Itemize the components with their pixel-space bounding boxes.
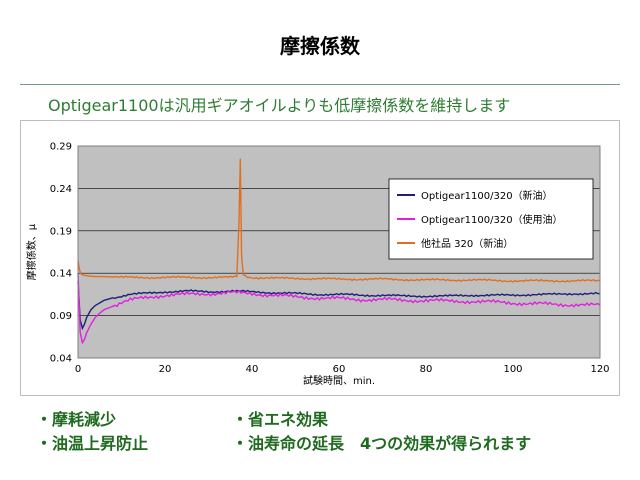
legend: Optigear1100/320（新油） Optigear1100/320（使用油… [388,178,594,260]
y-tick-label: 0.24 [50,184,72,195]
x-tick-label: 40 [246,364,259,375]
series-line-1 [77,281,600,331]
bullet-temp-rise-prevention: ・油温上昇防止 [36,434,149,453]
bullet-energy-saving: ・省エネ効果 [232,410,329,429]
y-tick-label: 0.14 [50,269,72,280]
chart-frame: 0.04 0.09 0.14 0.19 0.24 0.29 0 20 40 60 80 100 120… [20,120,620,396]
y-tick-label: 0.04 [50,354,72,365]
y-axis-label: 摩擦係数、μ [25,223,38,280]
legend-box [388,178,594,260]
y-tick-label: 0.19 [50,226,72,237]
bullet-oil-life-extension: ・油寿命の延長 4つの効果が得られます [232,434,532,453]
plot-border [77,145,601,359]
slide-title: 摩擦係数 [280,34,360,58]
x-tick-label: 100 [503,364,522,375]
y-ticks: 0.04 0.09 0.14 0.19 0.24 0.29 [50,142,72,365]
y-tick-label: 0.09 [50,311,72,322]
x-tick-label: 0 [75,364,81,375]
x-tick-label: 120 [590,364,609,375]
legend-entry: Optigear1100/320（新油） [421,189,553,202]
title-divider [20,84,620,85]
series-line-2 [77,273,601,345]
bullet-wear-reduction: ・摩耗減少 [36,410,117,429]
x-axis-label: 試験時間、min. [303,374,375,387]
friction-chart: 0.04 0.09 0.14 0.19 0.24 0.29 0 20 40 60 80 100 120… [25,142,610,388]
y-tick-label: 0.29 [50,142,72,153]
series-layer [77,158,601,345]
x-tick-label: 80 [420,364,433,375]
x-tick-label: 60 [333,364,346,375]
legend-entry: Optigear1100/320（使用油） [421,213,563,226]
slide-subtitle: Optigear1100は汎用ギアオイルよりも低摩擦係数を維持します [48,96,511,115]
x-tick-label: 20 [159,364,172,375]
series-line-3 [77,158,601,283]
legend-entry: 他社品 320（新油） [421,237,513,250]
x-ticks: 0 20 40 60 80 100 120 [75,364,610,375]
